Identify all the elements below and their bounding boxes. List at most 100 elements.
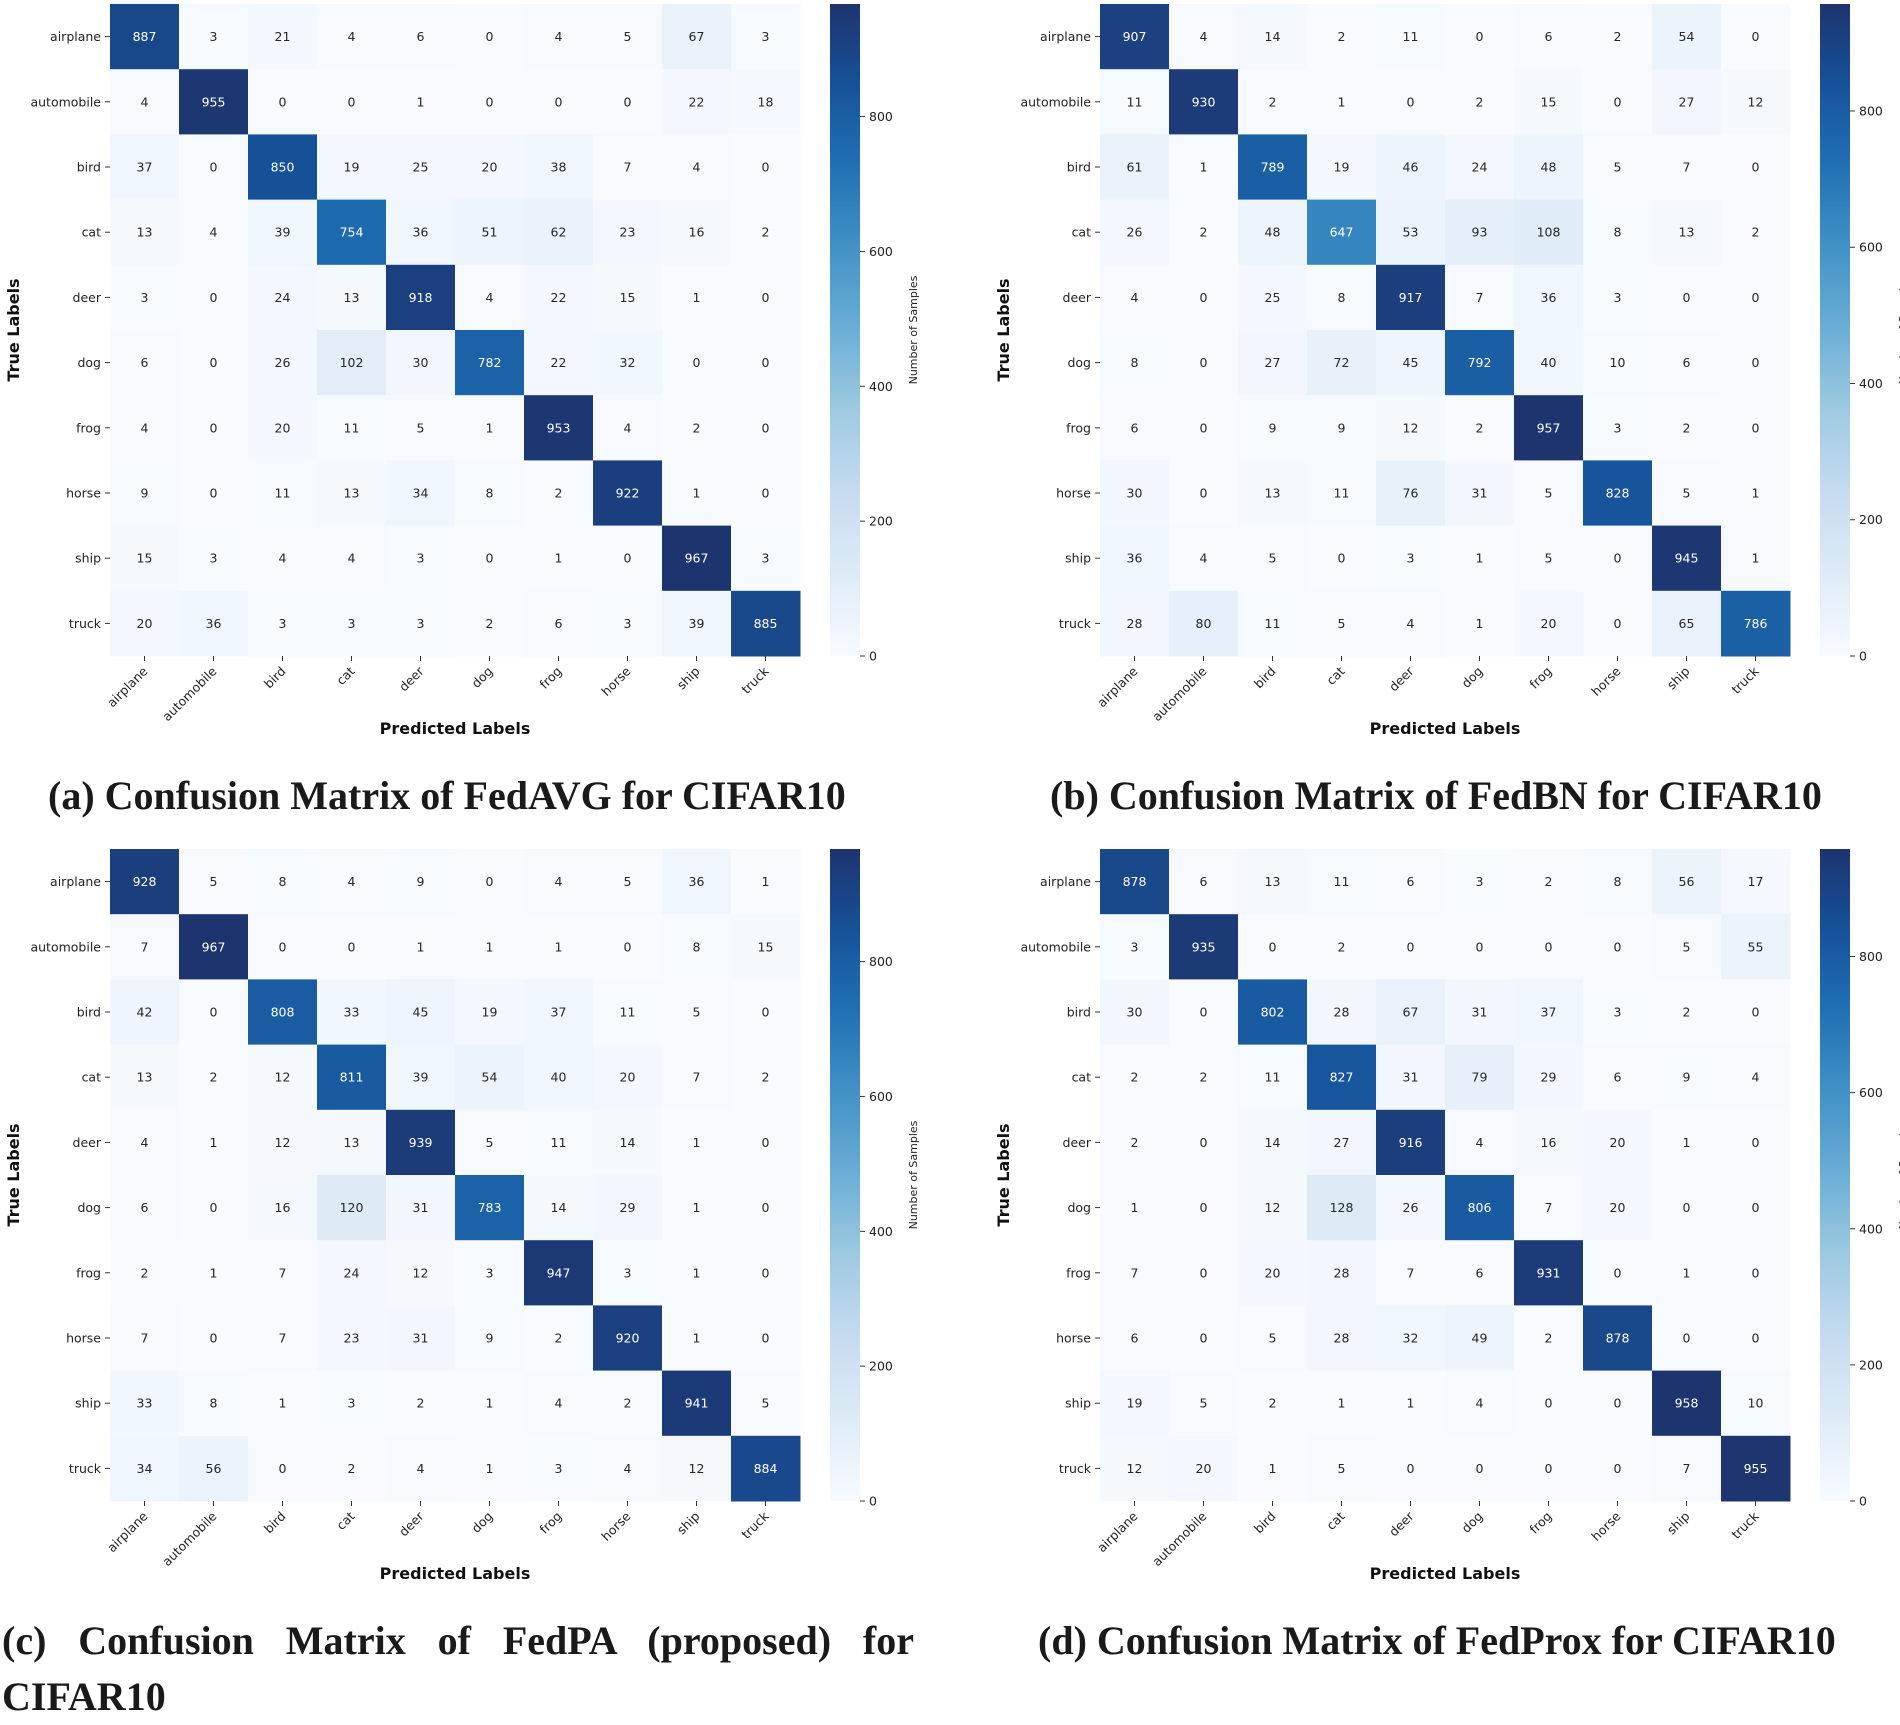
cell-value-label: 1: [1131, 1200, 1139, 1215]
cell-value-label: 6: [1131, 1331, 1139, 1346]
cell-value-label: 9: [1683, 1070, 1691, 1085]
heatmap-cell: [1169, 330, 1239, 396]
cell-value-label: 2: [348, 1461, 356, 1476]
cell-value-label: 26: [275, 355, 291, 370]
cell-value-label: 8: [1338, 290, 1346, 305]
heatmap-cell: [455, 979, 525, 1046]
heatmap-cell: [386, 134, 456, 201]
heatmap-cell: [1307, 590, 1377, 657]
heatmap-cell: [1445, 849, 1515, 915]
heatmap-cell: [248, 330, 318, 396]
cell-value-label: 3: [1614, 420, 1622, 435]
cell-value-label: 2: [693, 420, 701, 435]
colorbar-tick-label: 200: [869, 1359, 893, 1374]
x-tick-label: frog: [1526, 664, 1554, 692]
x-tick-label: bird: [1251, 1509, 1279, 1537]
heatmap-cell: [1514, 525, 1584, 592]
heatmap-cell: [1721, 134, 1791, 201]
heatmap-cell: [1238, 849, 1308, 915]
cell-value-label: 0: [210, 1331, 218, 1346]
heatmap-cell: [455, 395, 525, 461]
heatmap-cell: [1652, 460, 1722, 527]
heatmap-cell: [1376, 69, 1446, 135]
x-tick-label: bird: [261, 664, 289, 692]
colorbar-label: Number of Samples: [1897, 1120, 1900, 1229]
heatmap-cell: [179, 199, 249, 266]
heatmap-cell: [1100, 330, 1170, 396]
cell-value-label: 12: [275, 1070, 291, 1085]
heatmap-cell: [386, 849, 456, 915]
heatmap-cell: [248, 4, 318, 70]
cell-value-label: 20: [1610, 1200, 1626, 1215]
cell-value-label: 3: [762, 551, 770, 566]
x-tick-label: bird: [1251, 664, 1279, 692]
cell-value-label: 935: [1192, 939, 1216, 954]
heatmap-cell: [662, 1109, 732, 1176]
heatmap-cell: [1583, 69, 1653, 135]
cell-value-label: 6: [1407, 874, 1415, 889]
heatmap-cell: [524, 1175, 594, 1241]
x-tick-label: ship: [1664, 663, 1693, 692]
heatmap-cell: [1514, 979, 1584, 1046]
cell-value-label: 5: [1614, 160, 1622, 175]
cell-value-label: 0: [1752, 1331, 1760, 1346]
heatmap-cell: [1445, 460, 1515, 527]
y-tick-label: ship: [75, 1396, 101, 1411]
cell-value-label: 5: [1200, 1396, 1208, 1411]
heatmap-cell: [593, 1305, 663, 1372]
cell-value-label: 11: [1127, 94, 1143, 109]
cell-value-label: 5: [1269, 551, 1277, 566]
cell-value-label: 884: [754, 1461, 778, 1476]
heatmap-cell: [1721, 1109, 1791, 1176]
heatmap-cell: [1307, 460, 1377, 527]
heatmap-cell: [662, 1240, 732, 1306]
cell-value-label: 878: [1606, 1331, 1630, 1346]
cell-value-label: 9: [141, 486, 149, 501]
heatmap-cell: [731, 1175, 801, 1241]
cell-value-label: 0: [279, 939, 287, 954]
heatmap-cell: [593, 264, 663, 331]
cell-value-label: 939: [409, 1135, 433, 1150]
heatmap-cell: [1583, 264, 1653, 331]
heatmap-cell: [1376, 1370, 1446, 1437]
cell-value-label: 3: [210, 29, 218, 44]
heatmap-cell: [1238, 1175, 1308, 1241]
heatmap-cell: [1721, 590, 1791, 657]
cell-value-label: 40: [551, 1070, 567, 1085]
cell-value-label: 3: [624, 616, 632, 631]
heatmap-cell: [731, 69, 801, 135]
heatmap-cell: [455, 330, 525, 396]
x-tick-label: dog: [1458, 1509, 1485, 1536]
heatmap-cell: [1238, 134, 1308, 201]
heatmap-cell: [662, 199, 732, 266]
cell-value-label: 2: [1200, 225, 1208, 240]
heatmap-cell: [248, 69, 318, 135]
cell-value-label: 2: [1545, 874, 1553, 889]
heatmap-cell: [248, 460, 318, 527]
cell-value-label: 27: [1334, 1135, 1350, 1150]
y-tick-label: ship: [75, 551, 101, 566]
cell-value-label: 3: [210, 551, 218, 566]
heatmap-cell: [317, 1305, 387, 1372]
heatmap-cell: [317, 590, 387, 657]
heatmap-cell: [731, 1370, 801, 1437]
cell-value-label: 3: [762, 29, 770, 44]
heatmap-cell: [110, 69, 180, 135]
cell-value-label: 8: [210, 1396, 218, 1411]
cell-value-label: 20: [1196, 1461, 1212, 1476]
x-tick-label: horse: [1588, 1508, 1624, 1544]
colorbar-tick-label: 0: [1859, 1494, 1867, 1509]
heatmap-cell: [1583, 1240, 1653, 1306]
heatmap-cell: [386, 525, 456, 592]
y-tick-label: frog: [1066, 420, 1091, 435]
cell-value-label: 0: [1200, 1200, 1208, 1215]
cell-value-label: 955: [202, 94, 226, 109]
cell-value-label: 0: [1614, 551, 1622, 566]
cell-value-label: 828: [1606, 486, 1630, 501]
heatmap-cell: [110, 330, 180, 396]
y-tick-label: automobile: [30, 939, 101, 954]
cell-value-label: 1: [1683, 1135, 1691, 1150]
cell-value-label: 789: [1261, 160, 1285, 175]
cell-value-label: 13: [1265, 486, 1281, 501]
heatmap-cell: [593, 1435, 663, 1502]
